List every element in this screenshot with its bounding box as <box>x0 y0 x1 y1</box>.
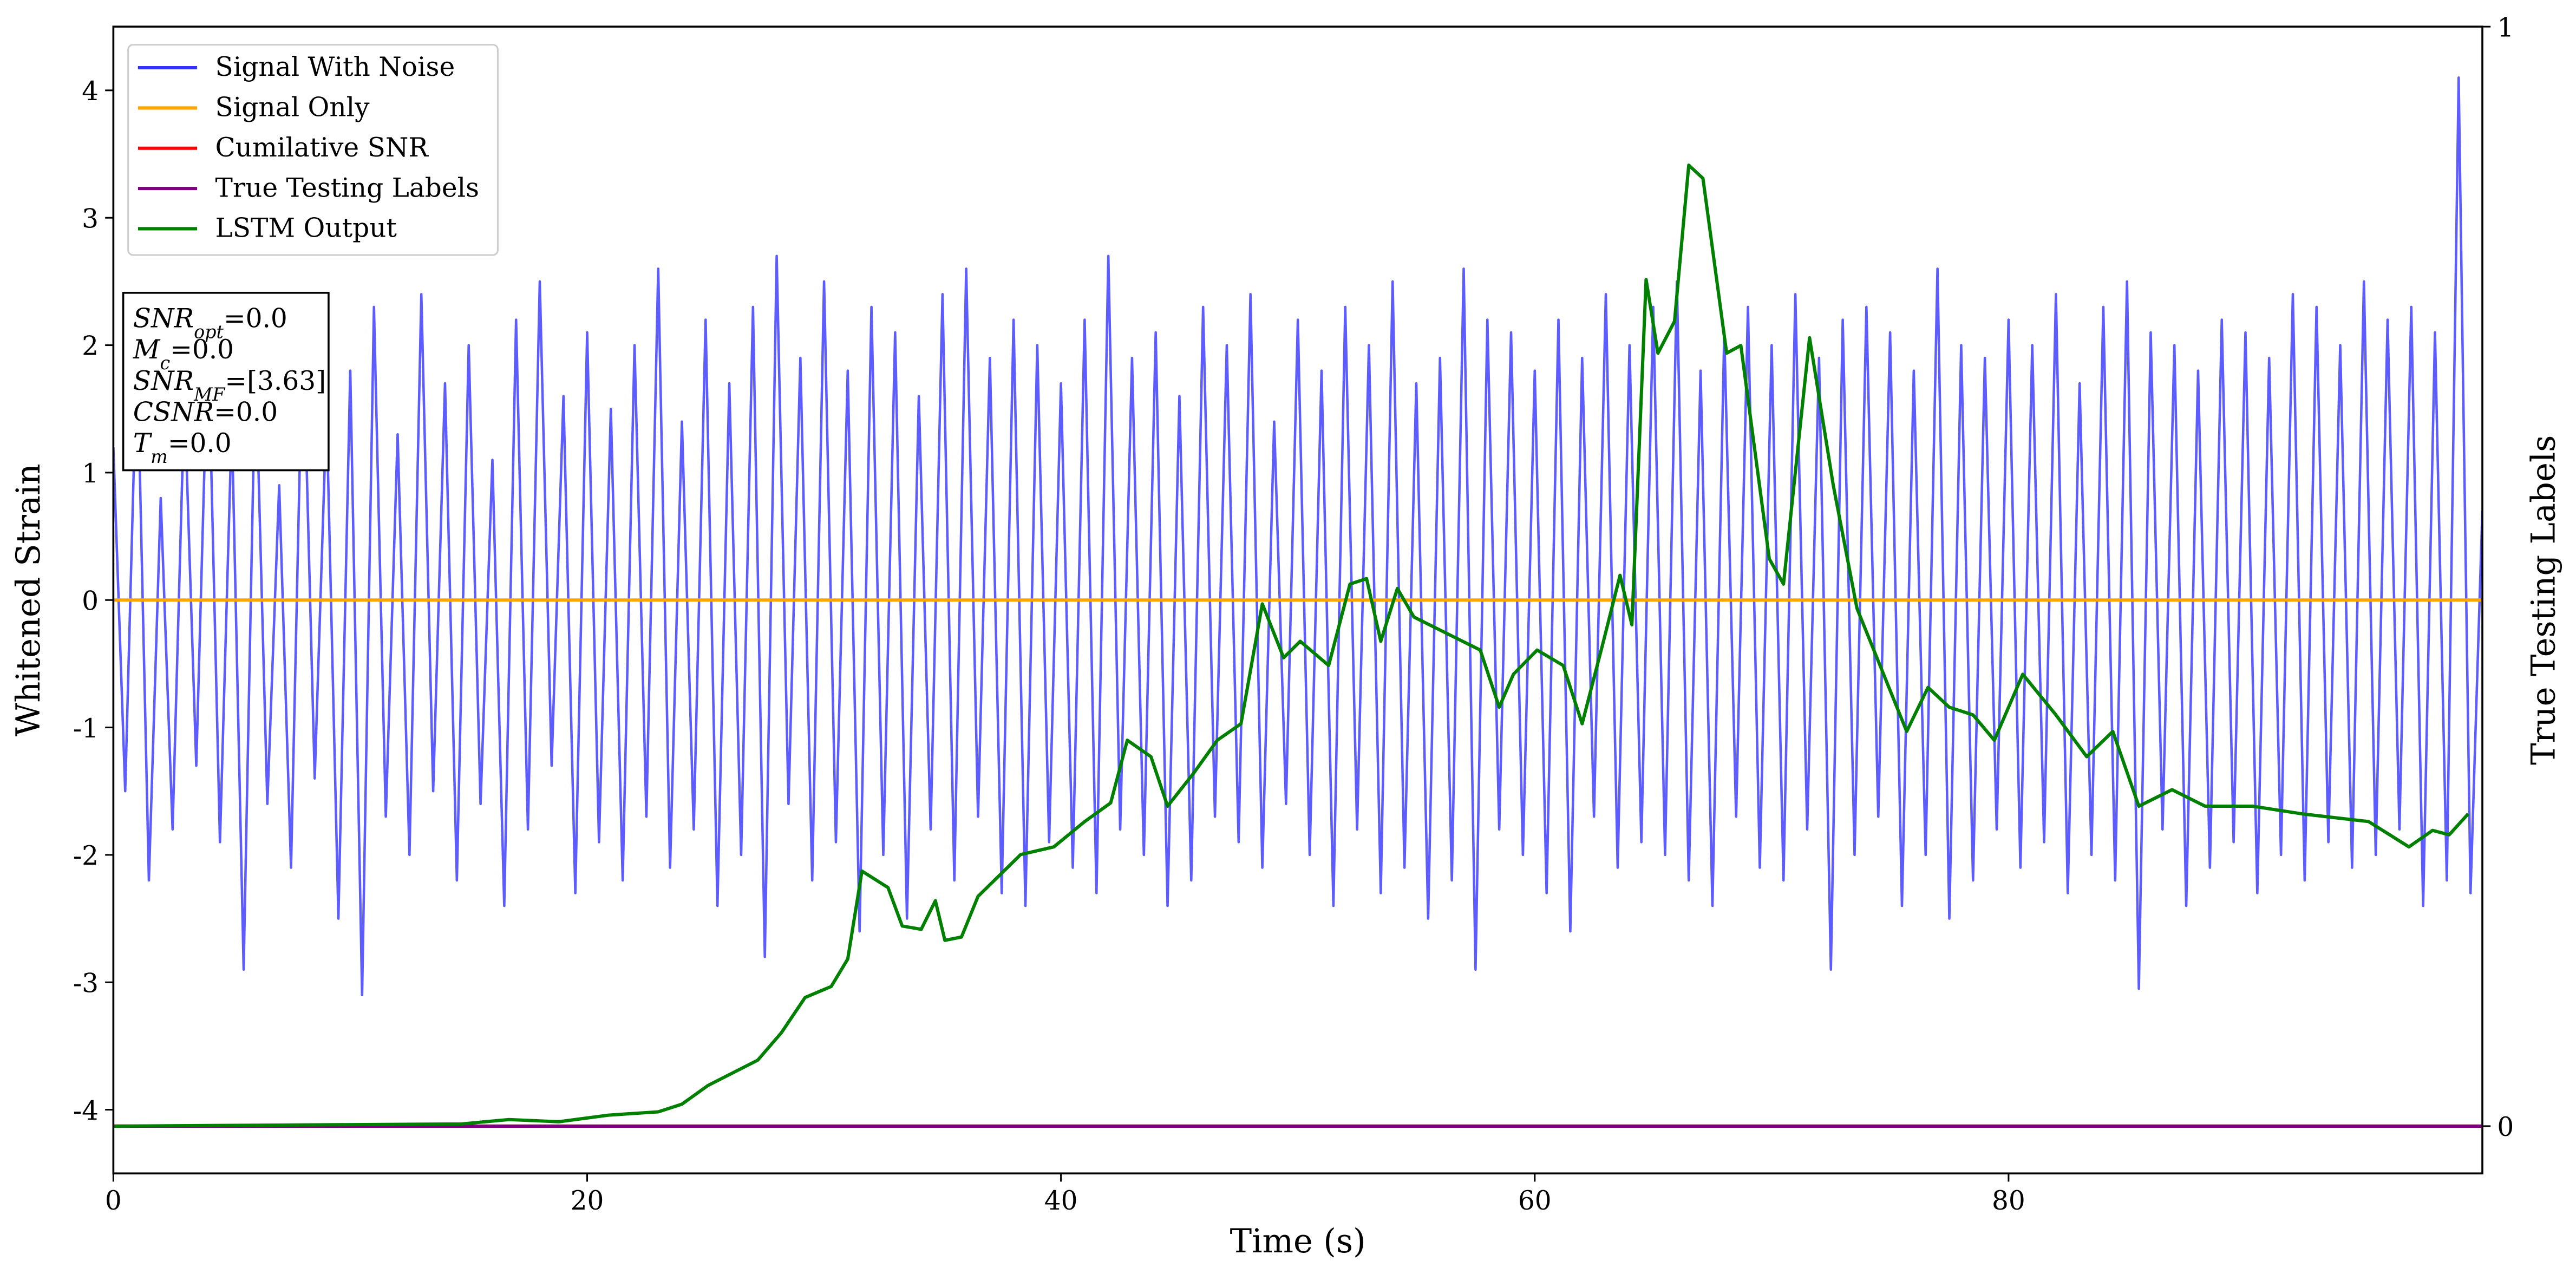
annotation-line: Mc=0.0 <box>133 335 234 374</box>
y-tick-label: -4 <box>73 1096 99 1126</box>
plot-frame <box>112 25 2483 1175</box>
annotation-subscript: opt <box>194 321 224 342</box>
y2-axis-label: True Testing Labels <box>2525 435 2563 765</box>
x-tick-label: 20 <box>571 1186 604 1216</box>
legend-label: LSTM Output <box>215 213 397 244</box>
y-tick-label: -3 <box>73 968 99 998</box>
annotation-symbol: CSNR <box>133 397 214 427</box>
x-tick-label: 0 <box>105 1186 122 1216</box>
annotation-subscript: m <box>151 446 168 467</box>
annotation-value: =0.0 <box>168 428 232 459</box>
series-line <box>113 164 2470 1128</box>
annotation-value: =0.0 <box>170 335 234 365</box>
annotation-value: =0.0 <box>224 304 287 334</box>
annotation-box <box>122 291 330 472</box>
legend-label: Signal With Noise <box>215 52 455 82</box>
annotation-subscript: c <box>160 352 171 374</box>
annotation-line: Tm=0.0 <box>133 428 232 467</box>
y-tick-label: 0 <box>82 586 99 616</box>
y-tick-label: -2 <box>73 841 99 871</box>
x-tick-label: 60 <box>1518 1186 1552 1216</box>
legend-label: Cumilative SNR <box>215 133 429 163</box>
annotation-line: SNRMF=[3.63] <box>133 366 326 405</box>
annotation-symbol: SNR <box>133 366 194 396</box>
y-tick-label: 1 <box>82 459 99 489</box>
y-tick-label: -1 <box>73 714 99 744</box>
legend-label: True Testing Labels <box>215 173 480 203</box>
annotation-symbol: M <box>133 335 161 365</box>
y-tick-label: 3 <box>82 204 99 234</box>
legend-box <box>127 44 499 256</box>
annotation-line: CSNR=0.0 <box>133 397 278 427</box>
annotation-subscript: MF <box>193 383 226 404</box>
annotation-value: =0.0 <box>214 397 278 427</box>
annotation-value: =[3.63] <box>225 366 326 396</box>
y-axis-label: Whitened Strain <box>10 463 48 736</box>
x-tick-label: 40 <box>1044 1186 1078 1216</box>
annotation-symbol: SNR <box>133 304 194 334</box>
legend-label: Signal Only <box>215 93 370 123</box>
x-axis-label: Time (s) <box>1230 1223 1366 1260</box>
x-tick-label: 80 <box>1992 1186 2025 1216</box>
annotation-line: SNRopt=0.0 <box>133 304 287 343</box>
annotation-symbol: T <box>133 428 153 459</box>
y-tick-label: 4 <box>82 76 99 107</box>
series-line <box>113 76 2483 997</box>
y2-tick-label: 1 <box>2497 12 2514 43</box>
y-tick-label: 2 <box>82 331 99 362</box>
y2-tick-label: 0 <box>2497 1112 2514 1142</box>
